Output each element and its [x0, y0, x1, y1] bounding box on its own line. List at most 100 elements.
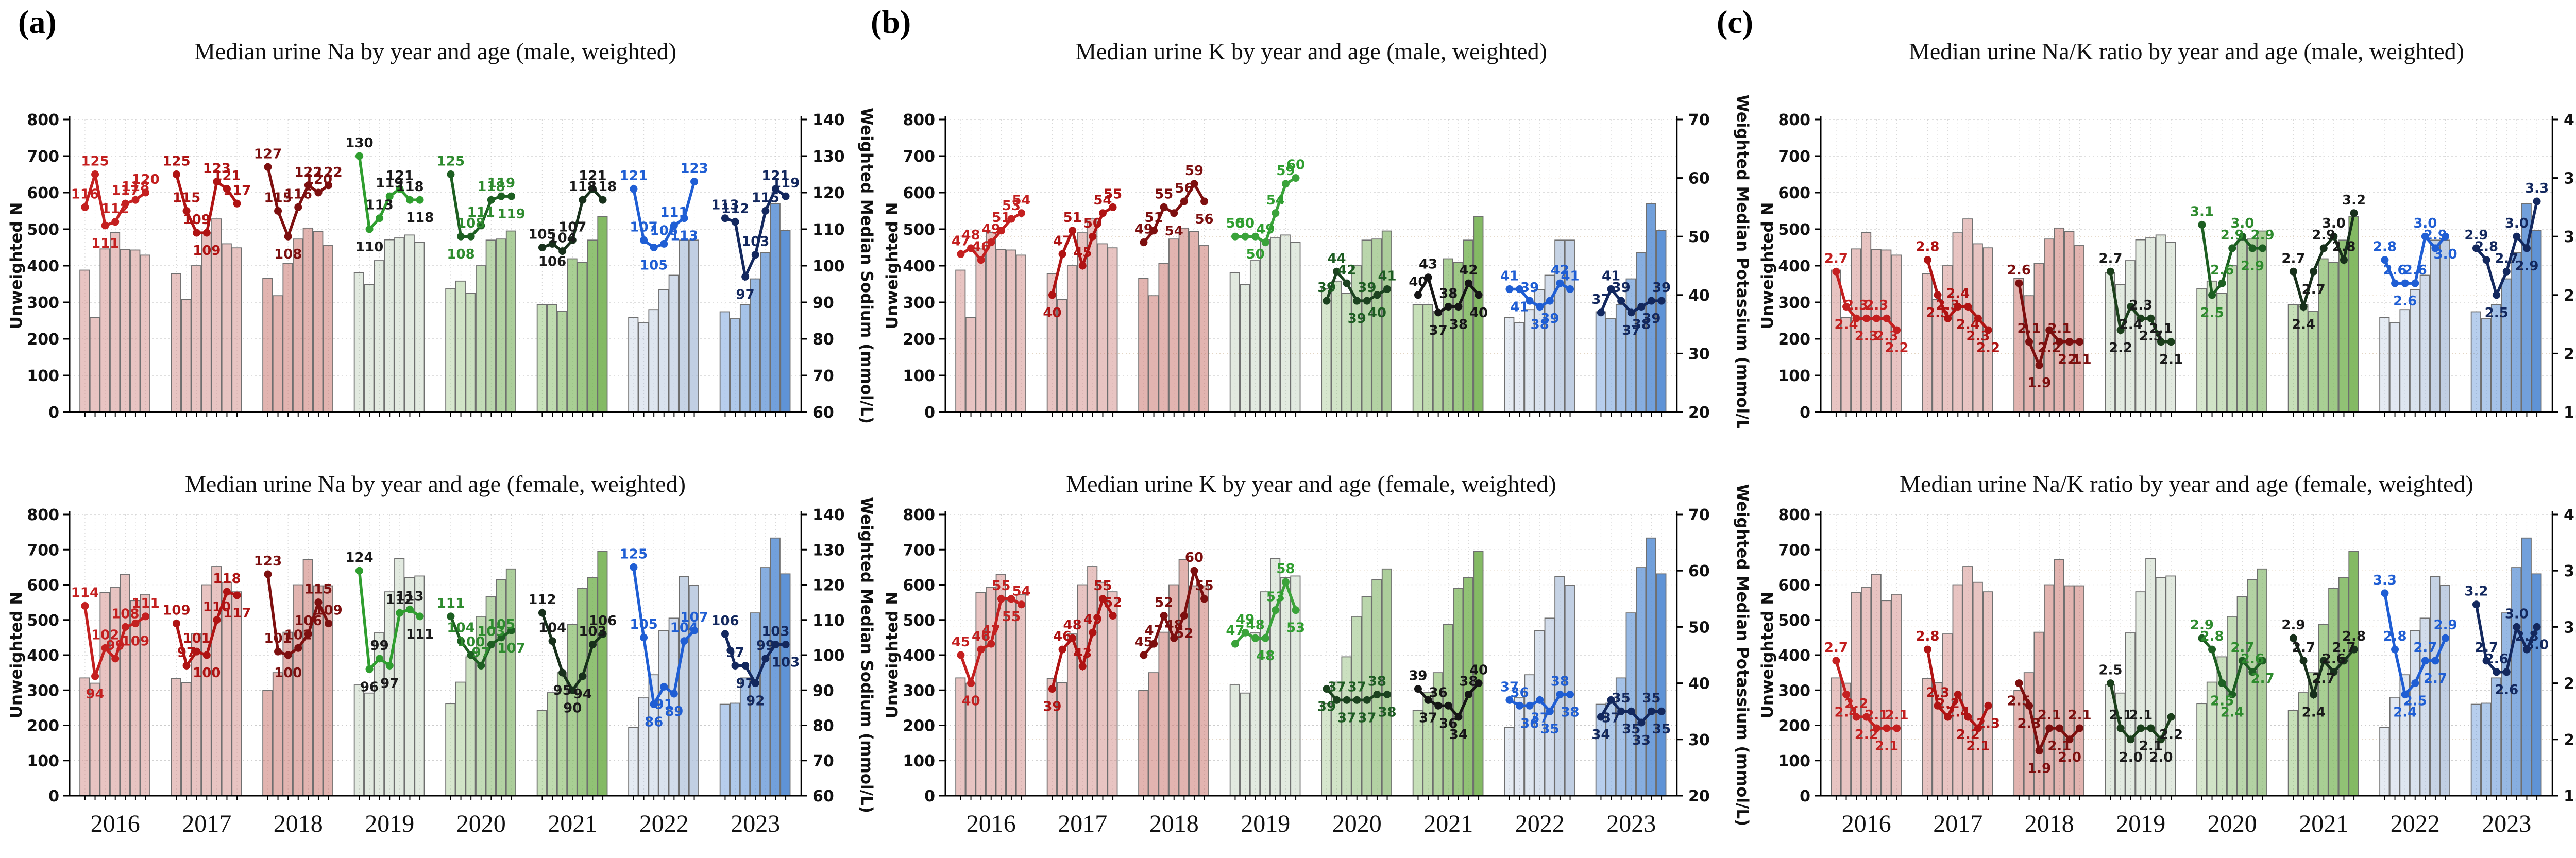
- bar-2023-6: [2521, 537, 2532, 796]
- data-point-label-2017-7: 117: [223, 183, 251, 198]
- data-point-label-2016-7: 54: [1012, 584, 1030, 599]
- bar-2017-6: [1972, 581, 1983, 796]
- year-label-2021: 2021: [548, 810, 597, 837]
- bar-2023-2: [730, 318, 740, 413]
- data-point-2016-3: [1852, 314, 1860, 322]
- data-point-2022-2: [2391, 279, 2399, 287]
- left-tick-label: 300: [1778, 682, 1810, 700]
- data-point-2020-4: [1353, 696, 1361, 704]
- left-tick-label: 800: [27, 506, 59, 524]
- data-point-label-2023-7: 3.3: [2525, 181, 2549, 196]
- data-point-2021-6: [1464, 690, 1472, 698]
- data-point-label-2017-7: 52: [1104, 595, 1122, 611]
- series-2019: 2.72.22.42.32.32.12.1: [2098, 251, 2183, 367]
- data-point-label-2018-2: 47: [1144, 623, 1163, 639]
- data-point-label-2018-5: 56: [1175, 181, 1193, 196]
- series-2023: 2.92.82.52.73.02.93.3: [2464, 181, 2549, 321]
- year-label-2017: 2017: [182, 810, 231, 837]
- data-point-label-2021-3: 36: [1429, 685, 1448, 700]
- data-point-2019-7: [416, 612, 424, 621]
- left-tick-label: 0: [48, 404, 59, 422]
- data-point-2016-1: [81, 203, 89, 211]
- bar-2017-2: [181, 682, 192, 796]
- data-point-label-2022-1: 125: [620, 546, 648, 562]
- data-point-2023-1: [721, 214, 729, 222]
- bar-2023-1: [719, 703, 730, 796]
- data-point-2021-6: [2340, 657, 2348, 665]
- data-point-label-2019-4: 119: [376, 176, 403, 191]
- bar-2023-2: [1605, 318, 1616, 413]
- data-point-label-2020-1: 39: [1317, 699, 1336, 715]
- series-2019: 2.52.12.02.12.12.02.2: [2098, 663, 2183, 765]
- bar-2019-6: [1280, 234, 1291, 413]
- data-point-2022-1: [1505, 285, 1514, 293]
- bar-2017-4: [1952, 584, 1963, 796]
- data-point-2019-5: [396, 609, 404, 617]
- data-point-2023-4: [1627, 308, 1635, 317]
- data-point-2021-4: [1444, 303, 1452, 311]
- bar-2018-7: [2074, 245, 2084, 413]
- data-point-label-2022-7: 41: [1561, 268, 1579, 284]
- data-point-2016-6: [1883, 314, 1891, 322]
- data-point-label-2020-1: 125: [437, 154, 465, 169]
- data-point-label-2022-6: 2.7: [2424, 671, 2447, 687]
- data-point-label-2021-1: 112: [528, 592, 556, 608]
- data-point-label-2020-3: 100: [457, 634, 485, 650]
- bar-2022-6: [679, 576, 689, 796]
- data-point-label-2021-7: 40: [1469, 305, 1488, 321]
- bar-2019-2: [1240, 692, 1250, 796]
- data-point-label-2017-5: 50: [1083, 216, 1102, 231]
- data-point-label-2022-2: 36: [1510, 685, 1529, 700]
- bar-2023-3: [1615, 304, 1626, 413]
- bar-2018-4: [1168, 584, 1179, 796]
- data-point-2019-4: [1261, 238, 1269, 247]
- year-label-2020: 2020: [2208, 810, 2257, 837]
- data-point-2018-5: [304, 630, 312, 638]
- data-point-2018-7: [325, 181, 333, 190]
- bar-2023-2: [2481, 318, 2492, 413]
- bar-2018-2: [1148, 295, 1159, 413]
- data-point-label-2019-1: 130: [345, 135, 373, 151]
- bar-2022-1: [2379, 727, 2390, 796]
- data-point-label-2019-3: 113: [366, 198, 394, 213]
- right-tick-label: 110: [812, 221, 845, 239]
- data-point-label-2021-2: 104: [538, 621, 566, 636]
- data-point-label-2017-4: 100: [193, 665, 221, 681]
- right-tick-label: 4.0: [2564, 506, 2576, 524]
- data-point-2018-3: [2035, 747, 2043, 755]
- data-point-label-2020-5: 37: [1358, 710, 1376, 726]
- bar-2020-6: [1371, 238, 1382, 413]
- left-tick-label: 200: [1778, 717, 1810, 735]
- right-tick-label: 50: [1688, 619, 1710, 637]
- data-point-2023-4: [2502, 668, 2511, 676]
- data-point-2022-5: [670, 221, 678, 230]
- bar-2018-3: [1158, 263, 1169, 413]
- bar-2017-2: [181, 299, 192, 413]
- bar-2018-1: [1138, 690, 1149, 796]
- data-point-2023-2: [1607, 696, 1615, 704]
- right-axis-title: Weighted Median Sodium (mmol/L): [857, 108, 876, 424]
- data-point-label-2023-4: 35: [1622, 722, 1640, 737]
- data-point-label-2022-4: 106: [650, 223, 678, 238]
- data-point-label-2021-6: 2.7: [2332, 640, 2355, 656]
- data-point-label-2022-3: 2.4: [2393, 705, 2417, 720]
- bar-2023-7: [780, 573, 791, 796]
- data-point-2018-5: [304, 181, 312, 190]
- chart-title: Median urine Na/K ratio by year and age …: [1900, 471, 2473, 497]
- data-point-label-2020-4: 2.4: [2221, 705, 2244, 720]
- data-point-label-2022-4: 37: [1531, 710, 1549, 726]
- data-point-2017-7: [1109, 612, 1117, 620]
- data-point-2018-7: [2076, 724, 2084, 732]
- data-point-label-2016-6: 109: [122, 634, 149, 649]
- data-point-2023-1: [721, 630, 729, 638]
- bar-2018-3: [282, 263, 293, 413]
- bar-2023-6: [1646, 203, 1656, 413]
- data-point-label-2022-1: 41: [1500, 268, 1519, 284]
- data-point-2022-7: [2442, 634, 2450, 642]
- data-point-2019-7: [416, 196, 424, 204]
- data-point-label-2020-6: 2.6: [2241, 651, 2264, 667]
- data-point-label-2019-4: 2.3: [2129, 298, 2153, 313]
